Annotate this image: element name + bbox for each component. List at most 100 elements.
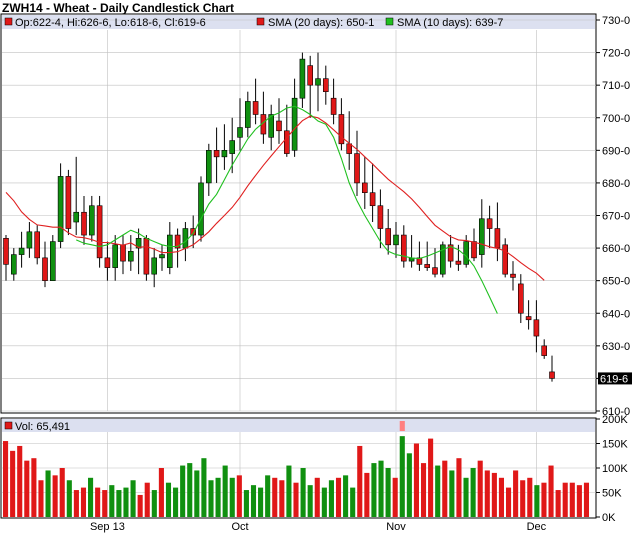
candle-body	[135, 238, 142, 249]
volume-bar	[17, 445, 23, 517]
volume-bar	[265, 475, 271, 517]
volume-legend-swatch	[4, 421, 13, 430]
volume-bar	[215, 477, 221, 517]
candle-body	[245, 101, 251, 128]
volume-bar	[279, 480, 285, 517]
price-axis: 610-0620-0630-0640-0650-0660-0670-0680-0…	[596, 15, 632, 418]
price-tick-label: 680-0	[602, 178, 630, 190]
candle-body	[393, 234, 399, 246]
volume-bar	[435, 465, 441, 517]
candle-body	[221, 150, 228, 158]
sma-lines	[5, 105, 545, 314]
volume-bar	[95, 487, 101, 517]
candle-body	[463, 241, 470, 265]
candle-body	[385, 228, 392, 246]
volume-bar	[314, 477, 320, 517]
volume-bar	[555, 490, 561, 517]
candle-body	[486, 218, 493, 229]
candle-body	[159, 254, 165, 259]
candle-body	[525, 316, 532, 321]
volume-bar	[385, 468, 391, 517]
sma10-legend-swatch	[385, 17, 394, 26]
volume-bar	[378, 460, 384, 517]
candle-body	[541, 345, 548, 356]
volume-bar	[116, 490, 122, 517]
candle-body	[268, 114, 275, 138]
candle-body	[151, 257, 157, 275]
volume-bar	[300, 468, 306, 517]
candle-body	[112, 244, 118, 268]
candle-body	[206, 150, 212, 184]
candle-body	[128, 251, 134, 262]
price-tick-label: 650-0	[602, 276, 630, 288]
candle-body	[143, 238, 150, 275]
volume-bar	[243, 490, 249, 517]
volume-bar	[208, 480, 214, 517]
volume-bar	[513, 470, 519, 517]
volume-bar	[569, 482, 575, 517]
volume-bar	[24, 460, 30, 517]
volume-bar	[59, 468, 65, 517]
x-tick-label: Dec	[527, 521, 547, 533]
volume-bar	[31, 458, 37, 517]
candle-body	[252, 101, 259, 115]
candle-body	[533, 319, 540, 337]
volume-bar	[442, 460, 448, 517]
candle-body	[65, 176, 72, 229]
price-tick-label: 630-0	[602, 341, 630, 353]
x-tick-label: Oct	[231, 521, 248, 533]
volume-bars	[3, 421, 590, 517]
price-legend-band	[2, 15, 595, 29]
volume-bar	[520, 480, 526, 517]
volume-bar	[562, 482, 568, 517]
candle-body	[89, 205, 95, 236]
volume-bar	[413, 443, 419, 517]
volume-bar	[45, 470, 51, 517]
x-tick-label: Nov	[386, 521, 406, 533]
volume-bar	[144, 482, 150, 517]
volume-bar	[505, 487, 512, 517]
volume-bar	[109, 485, 115, 517]
candle-body	[213, 150, 220, 158]
candle-body	[424, 264, 431, 268]
volume-bar	[350, 487, 356, 517]
candle-body	[471, 241, 477, 259]
volume-bar	[52, 475, 58, 517]
candle-body	[26, 231, 33, 249]
volume-bar	[158, 468, 164, 517]
chart-title: ZWH14 - Wheat - Daily Candlestick Chart	[2, 1, 235, 15]
volume-tick-label: 150K	[602, 439, 628, 451]
volume-bar	[130, 480, 136, 517]
candle-body	[322, 78, 329, 92]
volume-bar	[180, 465, 186, 517]
candle-body	[81, 211, 87, 236]
volume-bar	[527, 477, 533, 517]
candle-body	[432, 267, 438, 275]
candle-body	[229, 140, 235, 154]
candle-body	[299, 58, 306, 99]
volume-bar	[293, 482, 299, 517]
candle-body	[18, 247, 25, 255]
volume-tick-label: 100K	[602, 463, 628, 475]
price-candles	[3, 52, 555, 382]
volume-bar	[66, 480, 72, 517]
candle-body	[57, 176, 64, 242]
volume-bar	[151, 490, 157, 517]
candle-body	[517, 283, 524, 314]
volume-bar	[498, 477, 505, 517]
candle-body	[120, 244, 126, 262]
candle-body	[11, 254, 17, 275]
candle-body	[361, 182, 368, 193]
volume-bar	[258, 487, 264, 517]
candle-body	[354, 153, 360, 184]
volume-bar	[477, 460, 483, 517]
volume-bar	[102, 490, 108, 517]
candle-body	[291, 97, 298, 151]
candle-body	[198, 182, 204, 236]
volume-bar	[123, 487, 129, 517]
last-price-box	[598, 372, 632, 385]
candle-body	[237, 127, 243, 138]
volume-bar	[10, 450, 16, 517]
candle-body	[96, 205, 103, 259]
